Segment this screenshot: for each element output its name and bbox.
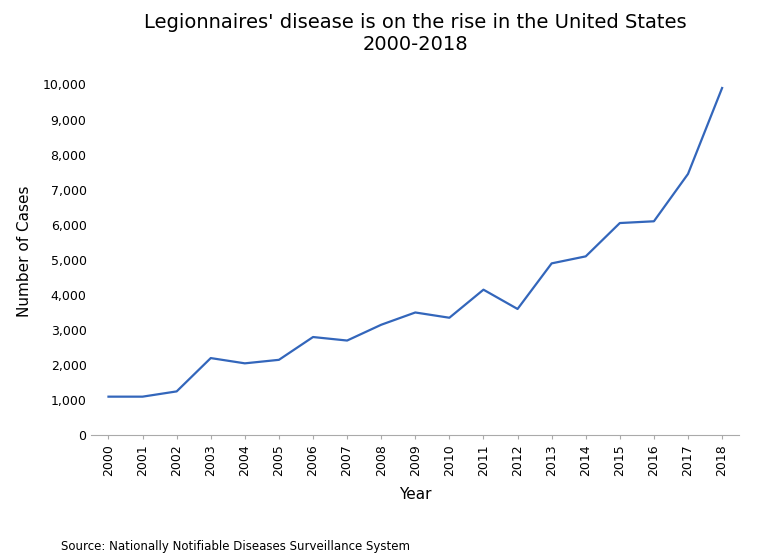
Title: Legionnaires' disease is on the rise in the United States
2000-2018: Legionnaires' disease is on the rise in … [144, 13, 687, 54]
Y-axis label: Number of Cases: Number of Cases [17, 185, 31, 317]
X-axis label: Year: Year [399, 487, 431, 502]
Text: Source: Nationally Notifiable Diseases Surveillance System: Source: Nationally Notifiable Diseases S… [61, 540, 410, 552]
